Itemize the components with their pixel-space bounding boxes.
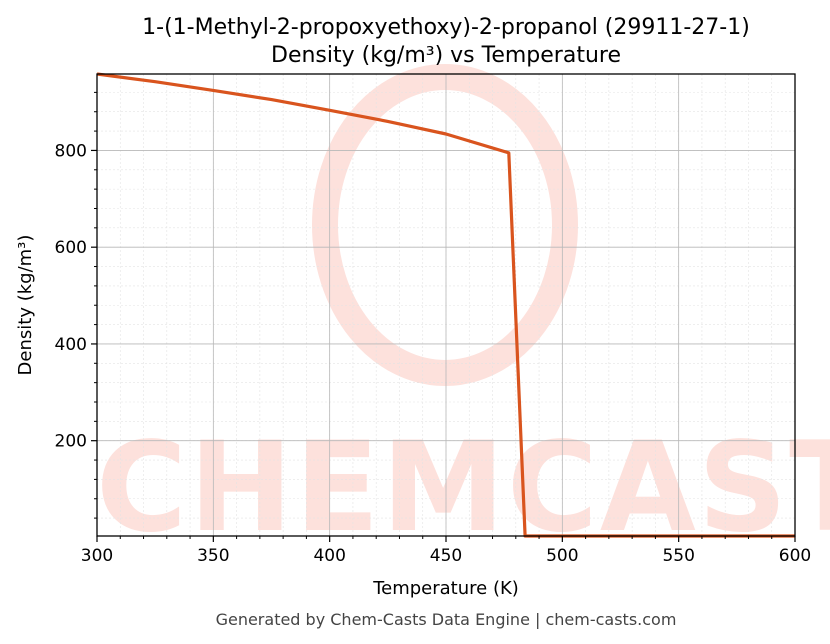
x-axis-label: Temperature (K) [372, 578, 519, 599]
x-axis-ticks: 300 350 400 450 500 550 600 [81, 536, 811, 566]
watermark-text: CHEMCASTS [96, 416, 830, 560]
y-tick-label: 200 [55, 432, 87, 452]
watermark: CHEMCASTS [96, 64, 830, 560]
watermark-ring-outer [312, 64, 578, 386]
y-axis-label: Density (kg/m³) [15, 235, 36, 376]
chart-subtitle: Density (kg/m³) vs Temperature [271, 43, 621, 68]
x-tick-label: 500 [546, 546, 578, 566]
density-series-line [96, 72, 795, 538]
y-tick-label: 800 [55, 141, 87, 161]
chart-title: 1-(1-Methyl-2-propoxyethoxy)-2-propanol … [142, 15, 750, 40]
x-tick-label: 600 [779, 546, 811, 566]
y-tick-label: 600 [55, 238, 87, 258]
x-tick-label: 550 [662, 546, 694, 566]
footer-credit: Generated by Chem-Casts Data Engine | ch… [216, 610, 677, 629]
x-tick-label: 300 [81, 546, 113, 566]
y-tick-label: 400 [55, 335, 87, 355]
x-tick-label: 450 [430, 546, 462, 566]
x-tick-label: 350 [197, 546, 229, 566]
x-tick-label: 400 [313, 546, 345, 566]
y-axis-ticks: 200 400 600 800 [55, 91, 97, 519]
